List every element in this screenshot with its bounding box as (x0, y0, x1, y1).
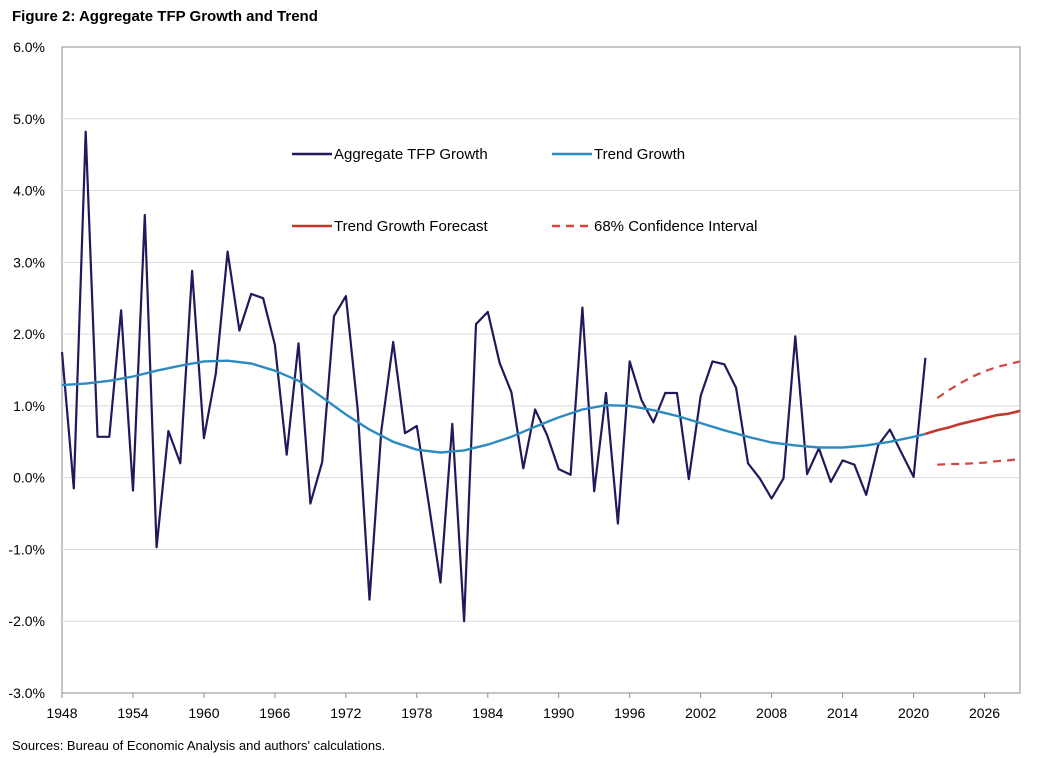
y-tick-label: 3.0% (13, 254, 45, 270)
x-tick-label: 1960 (188, 705, 219, 721)
x-tick-label: 2008 (756, 705, 787, 721)
x-tick-label: 1972 (330, 705, 361, 721)
x-tick-label: 1954 (117, 705, 148, 721)
series-line-aggregate-tfp-growth (60, 130, 927, 623)
tfp-line-chart: -3.0% -2.0% -1.0% 0.0% 1.0% 2.0% 3.0% 4.0% 5.0% 6… (8, 39, 1021, 721)
y-tick-label: 6.0% (13, 39, 45, 55)
x-tick-label: 1966 (259, 705, 290, 721)
x-tick-label: 2002 (685, 705, 716, 721)
legend-label: Trend Growth Forecast (334, 218, 488, 235)
y-tick-label: -3.0% (8, 685, 45, 701)
legend-label: Aggregate TFP Growth (334, 146, 488, 163)
y-tick-label: 5.0% (13, 111, 45, 127)
x-tick-label: 1990 (543, 705, 574, 721)
legend-label: Trend Growth (594, 146, 685, 163)
series-line-68-confidence-interval (936, 360, 1021, 399)
series-line-trend-growth-forecast (925, 409, 1021, 436)
x-axis-ticks: 1948 1954 1960 1966 1972 1978 1984 1990 1996 2002… (46, 693, 1000, 721)
y-tick-label: 2.0% (13, 326, 45, 342)
series-line-trend-growth (61, 359, 926, 454)
y-tick-label: 4.0% (13, 183, 45, 199)
x-tick-label: 1996 (614, 705, 645, 721)
y-tick-label: 0.0% (13, 470, 45, 486)
y-axis-ticks: -3.0% -2.0% -1.0% 0.0% 1.0% 2.0% 3.0% 4.0% 5.0% 6… (8, 39, 45, 701)
chart-title: Figure 2: Aggregate TFP Growth and Trend (12, 8, 318, 25)
series-lines (60, 130, 1021, 623)
legend: Aggregate TFP Growth Trend Growth Trend Gr… (292, 146, 757, 235)
y-tick-label: 1.0% (13, 398, 45, 414)
chart-source-note: Sources: Bureau of Economic Analysis and… (12, 738, 386, 753)
y-tick-label: -2.0% (8, 613, 45, 629)
x-tick-label: 2020 (898, 705, 929, 721)
legend-label: 68% Confidence Interval (594, 218, 757, 235)
y-tick-label: -1.0% (8, 541, 45, 557)
x-tick-label: 2014 (827, 705, 858, 721)
x-tick-label: 1984 (472, 705, 503, 721)
plot-area (61, 46, 1021, 694)
x-tick-label: 2026 (969, 705, 1000, 721)
x-tick-label: 1948 (46, 705, 77, 721)
x-tick-label: 1978 (401, 705, 432, 721)
